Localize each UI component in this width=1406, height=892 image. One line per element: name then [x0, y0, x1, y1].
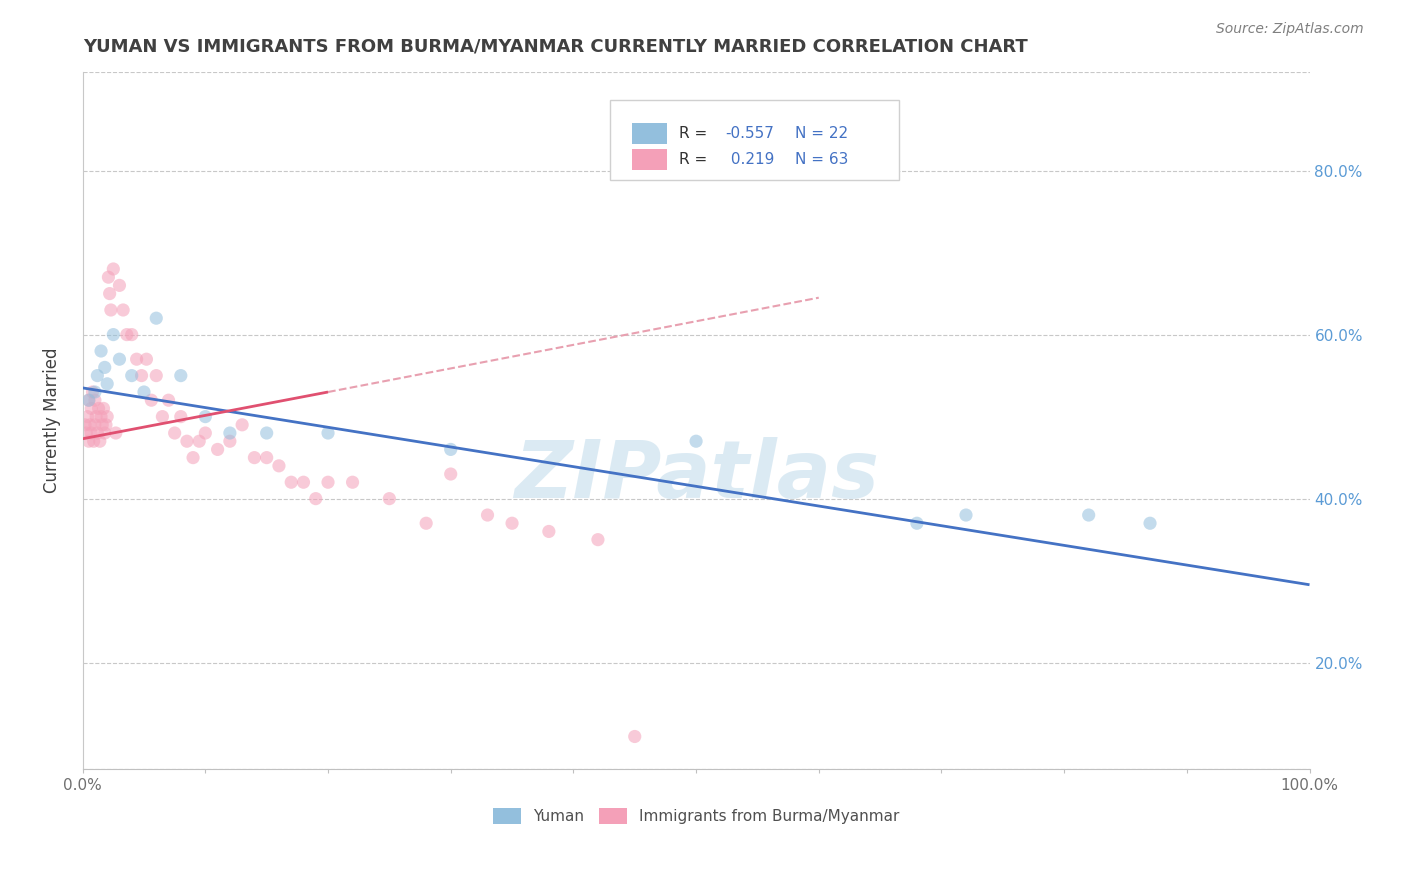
Point: [79, 417, 101, 432]
Point: [93, 401, 115, 416]
Text: Source: ZipAtlas.com: Source: ZipAtlas.com: [1216, 22, 1364, 37]
Point: [121, 368, 143, 383]
Point: [181, 450, 204, 465]
Point: [91, 417, 114, 432]
Point: [342, 475, 364, 490]
Point: [415, 516, 437, 531]
Point: [104, 425, 127, 440]
Point: [90, 409, 112, 424]
Point: [121, 327, 143, 342]
Point: [103, 262, 125, 277]
FancyBboxPatch shape: [633, 123, 666, 144]
Point: [94, 417, 117, 432]
Point: [243, 450, 266, 465]
Text: R =: R =: [679, 126, 711, 141]
Point: [82, 384, 104, 399]
Point: [132, 384, 155, 399]
Point: [86, 368, 108, 383]
Point: [440, 467, 463, 481]
Point: [176, 434, 198, 449]
Point: [76, 409, 98, 424]
Point: [194, 409, 217, 424]
Point: [905, 516, 928, 531]
Point: [93, 360, 115, 375]
Point: [84, 384, 107, 399]
Point: [267, 458, 290, 473]
Point: [75, 425, 97, 440]
Point: [90, 343, 112, 358]
Point: [96, 376, 118, 391]
Point: [135, 352, 157, 367]
Point: [125, 352, 148, 367]
Y-axis label: Currently Married: Currently Married: [44, 348, 60, 493]
Point: [256, 450, 278, 465]
Point: [108, 352, 131, 367]
Point: [955, 508, 977, 522]
Point: [586, 533, 609, 547]
Point: [378, 491, 401, 506]
Point: [1139, 516, 1161, 531]
Point: [280, 475, 302, 490]
Point: [96, 409, 118, 424]
Point: [145, 368, 167, 383]
Text: R =: R =: [679, 152, 711, 167]
Point: [77, 393, 100, 408]
Text: ZIPatlas: ZIPatlas: [513, 437, 879, 516]
Point: [316, 475, 339, 490]
Text: N = 63: N = 63: [796, 152, 849, 167]
Point: [316, 425, 339, 440]
Point: [501, 516, 523, 531]
Point: [115, 327, 138, 342]
Point: [89, 434, 111, 449]
Text: -0.557: -0.557: [725, 126, 775, 141]
Point: [207, 442, 229, 457]
FancyBboxPatch shape: [610, 100, 898, 180]
Point: [188, 434, 211, 449]
Point: [152, 409, 174, 424]
Point: [623, 730, 645, 744]
Point: [141, 393, 163, 408]
Point: [170, 368, 193, 383]
Point: [103, 327, 125, 342]
Point: [84, 393, 107, 408]
Point: [93, 425, 115, 440]
Point: [1077, 508, 1099, 522]
Point: [83, 434, 105, 449]
Point: [170, 409, 193, 424]
Point: [80, 425, 103, 440]
Point: [87, 401, 110, 416]
Point: [80, 401, 103, 416]
Point: [75, 417, 97, 432]
FancyBboxPatch shape: [633, 149, 666, 169]
Point: [685, 434, 707, 449]
Point: [305, 491, 328, 506]
Point: [218, 425, 240, 440]
Point: [86, 425, 108, 440]
Point: [131, 368, 153, 383]
Point: [292, 475, 315, 490]
Point: [218, 434, 240, 449]
Point: [157, 393, 180, 408]
Point: [440, 442, 463, 457]
Point: [108, 278, 131, 293]
Point: [145, 311, 167, 326]
Legend: Yuman, Immigrants from Burma/Myanmar: Yuman, Immigrants from Burma/Myanmar: [494, 808, 898, 824]
Point: [477, 508, 499, 522]
Point: [231, 417, 253, 432]
Point: [98, 286, 121, 301]
Point: [97, 270, 120, 285]
Point: [112, 303, 135, 318]
Point: [194, 425, 217, 440]
Text: N = 22: N = 22: [796, 126, 849, 141]
Point: [77, 393, 100, 408]
Text: YUMAN VS IMMIGRANTS FROM BURMA/MYANMAR CURRENTLY MARRIED CORRELATION CHART: YUMAN VS IMMIGRANTS FROM BURMA/MYANMAR C…: [83, 37, 1028, 55]
Point: [256, 425, 278, 440]
Text: 0.219: 0.219: [725, 152, 773, 167]
Point: [100, 303, 122, 318]
Point: [537, 524, 560, 539]
Point: [84, 417, 107, 432]
Point: [163, 425, 186, 440]
Point: [84, 409, 107, 424]
Point: [77, 434, 100, 449]
